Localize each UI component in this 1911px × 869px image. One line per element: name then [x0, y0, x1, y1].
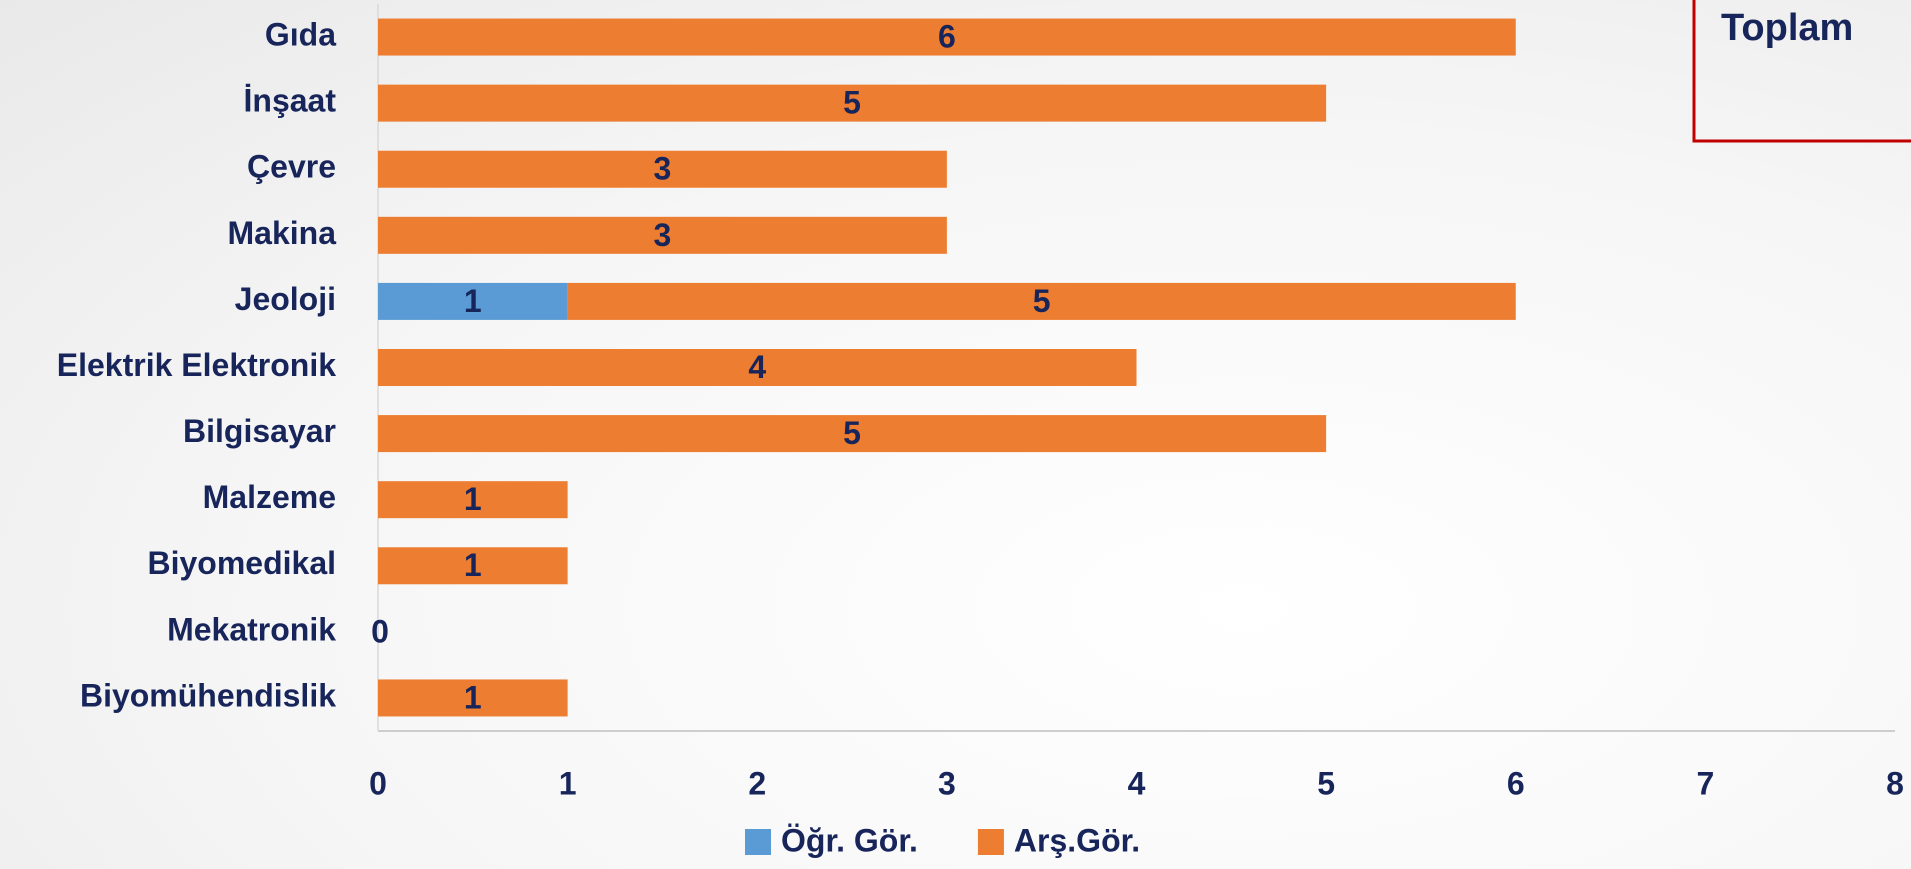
x-tick-label: 5 [1317, 765, 1335, 801]
data-label: 5 [843, 415, 861, 451]
bar-segment [378, 349, 1137, 386]
bar-segment [378, 84, 1327, 122]
x-tick-label: 1 [559, 765, 577, 801]
data-label: 3 [654, 151, 672, 187]
bar-segment [378, 18, 1516, 56]
data-label: 1 [464, 679, 482, 715]
y-tick-label: İnşaat [244, 83, 337, 119]
bar-segment [378, 547, 568, 585]
x-tick-label: 7 [1696, 765, 1714, 801]
data-label: 4 [748, 349, 766, 385]
legend-swatch [745, 829, 771, 855]
bar-segment [378, 150, 947, 188]
y-tick-label: Çevre [247, 149, 336, 185]
y-tick-label: Gıda [265, 16, 336, 52]
data-label: 1 [464, 481, 482, 517]
y-tick-label: Biyomühendislik [80, 677, 336, 713]
x-tick-label: 6 [1507, 765, 1525, 801]
y-tick-label: Jeoloji [235, 281, 336, 317]
bar-segment [378, 679, 568, 717]
y-tick-label: Elektrik Elektronik [57, 347, 336, 383]
legend-label: Arş.Gör. [1014, 822, 1140, 858]
y-tick-label: Biyomedikal [147, 545, 336, 581]
legend-label: Öğr. Gör. [781, 822, 918, 858]
bar-segment [378, 282, 568, 320]
y-tick-label: Mekatronik [167, 611, 336, 647]
data-label: 0 [371, 613, 389, 649]
data-label: 5 [1033, 283, 1051, 319]
bar-segment [378, 481, 568, 519]
bar-segment [378, 216, 947, 254]
bar-segment [567, 282, 1516, 320]
y-tick-label: Bilgisayar [183, 413, 336, 449]
x-tick-label: 3 [938, 765, 956, 801]
x-tick-label: 2 [748, 765, 766, 801]
data-label: 1 [464, 547, 482, 583]
x-tick-label: 8 [1886, 765, 1904, 801]
annotation: Toplam [1721, 7, 1853, 49]
annotation-box [1692, 0, 1911, 143]
data-label: 6 [938, 18, 956, 54]
data-label: 5 [843, 85, 861, 121]
y-tick-label: Makina [228, 215, 337, 251]
data-label: 1 [464, 283, 482, 319]
legend-swatch [977, 829, 1004, 855]
x-tick-label: 4 [1128, 765, 1146, 801]
data-label: 3 [654, 217, 672, 253]
y-tick-label: Malzeme [203, 479, 336, 515]
bar-segment [378, 415, 1327, 453]
x-tick-label: 0 [369, 765, 387, 801]
